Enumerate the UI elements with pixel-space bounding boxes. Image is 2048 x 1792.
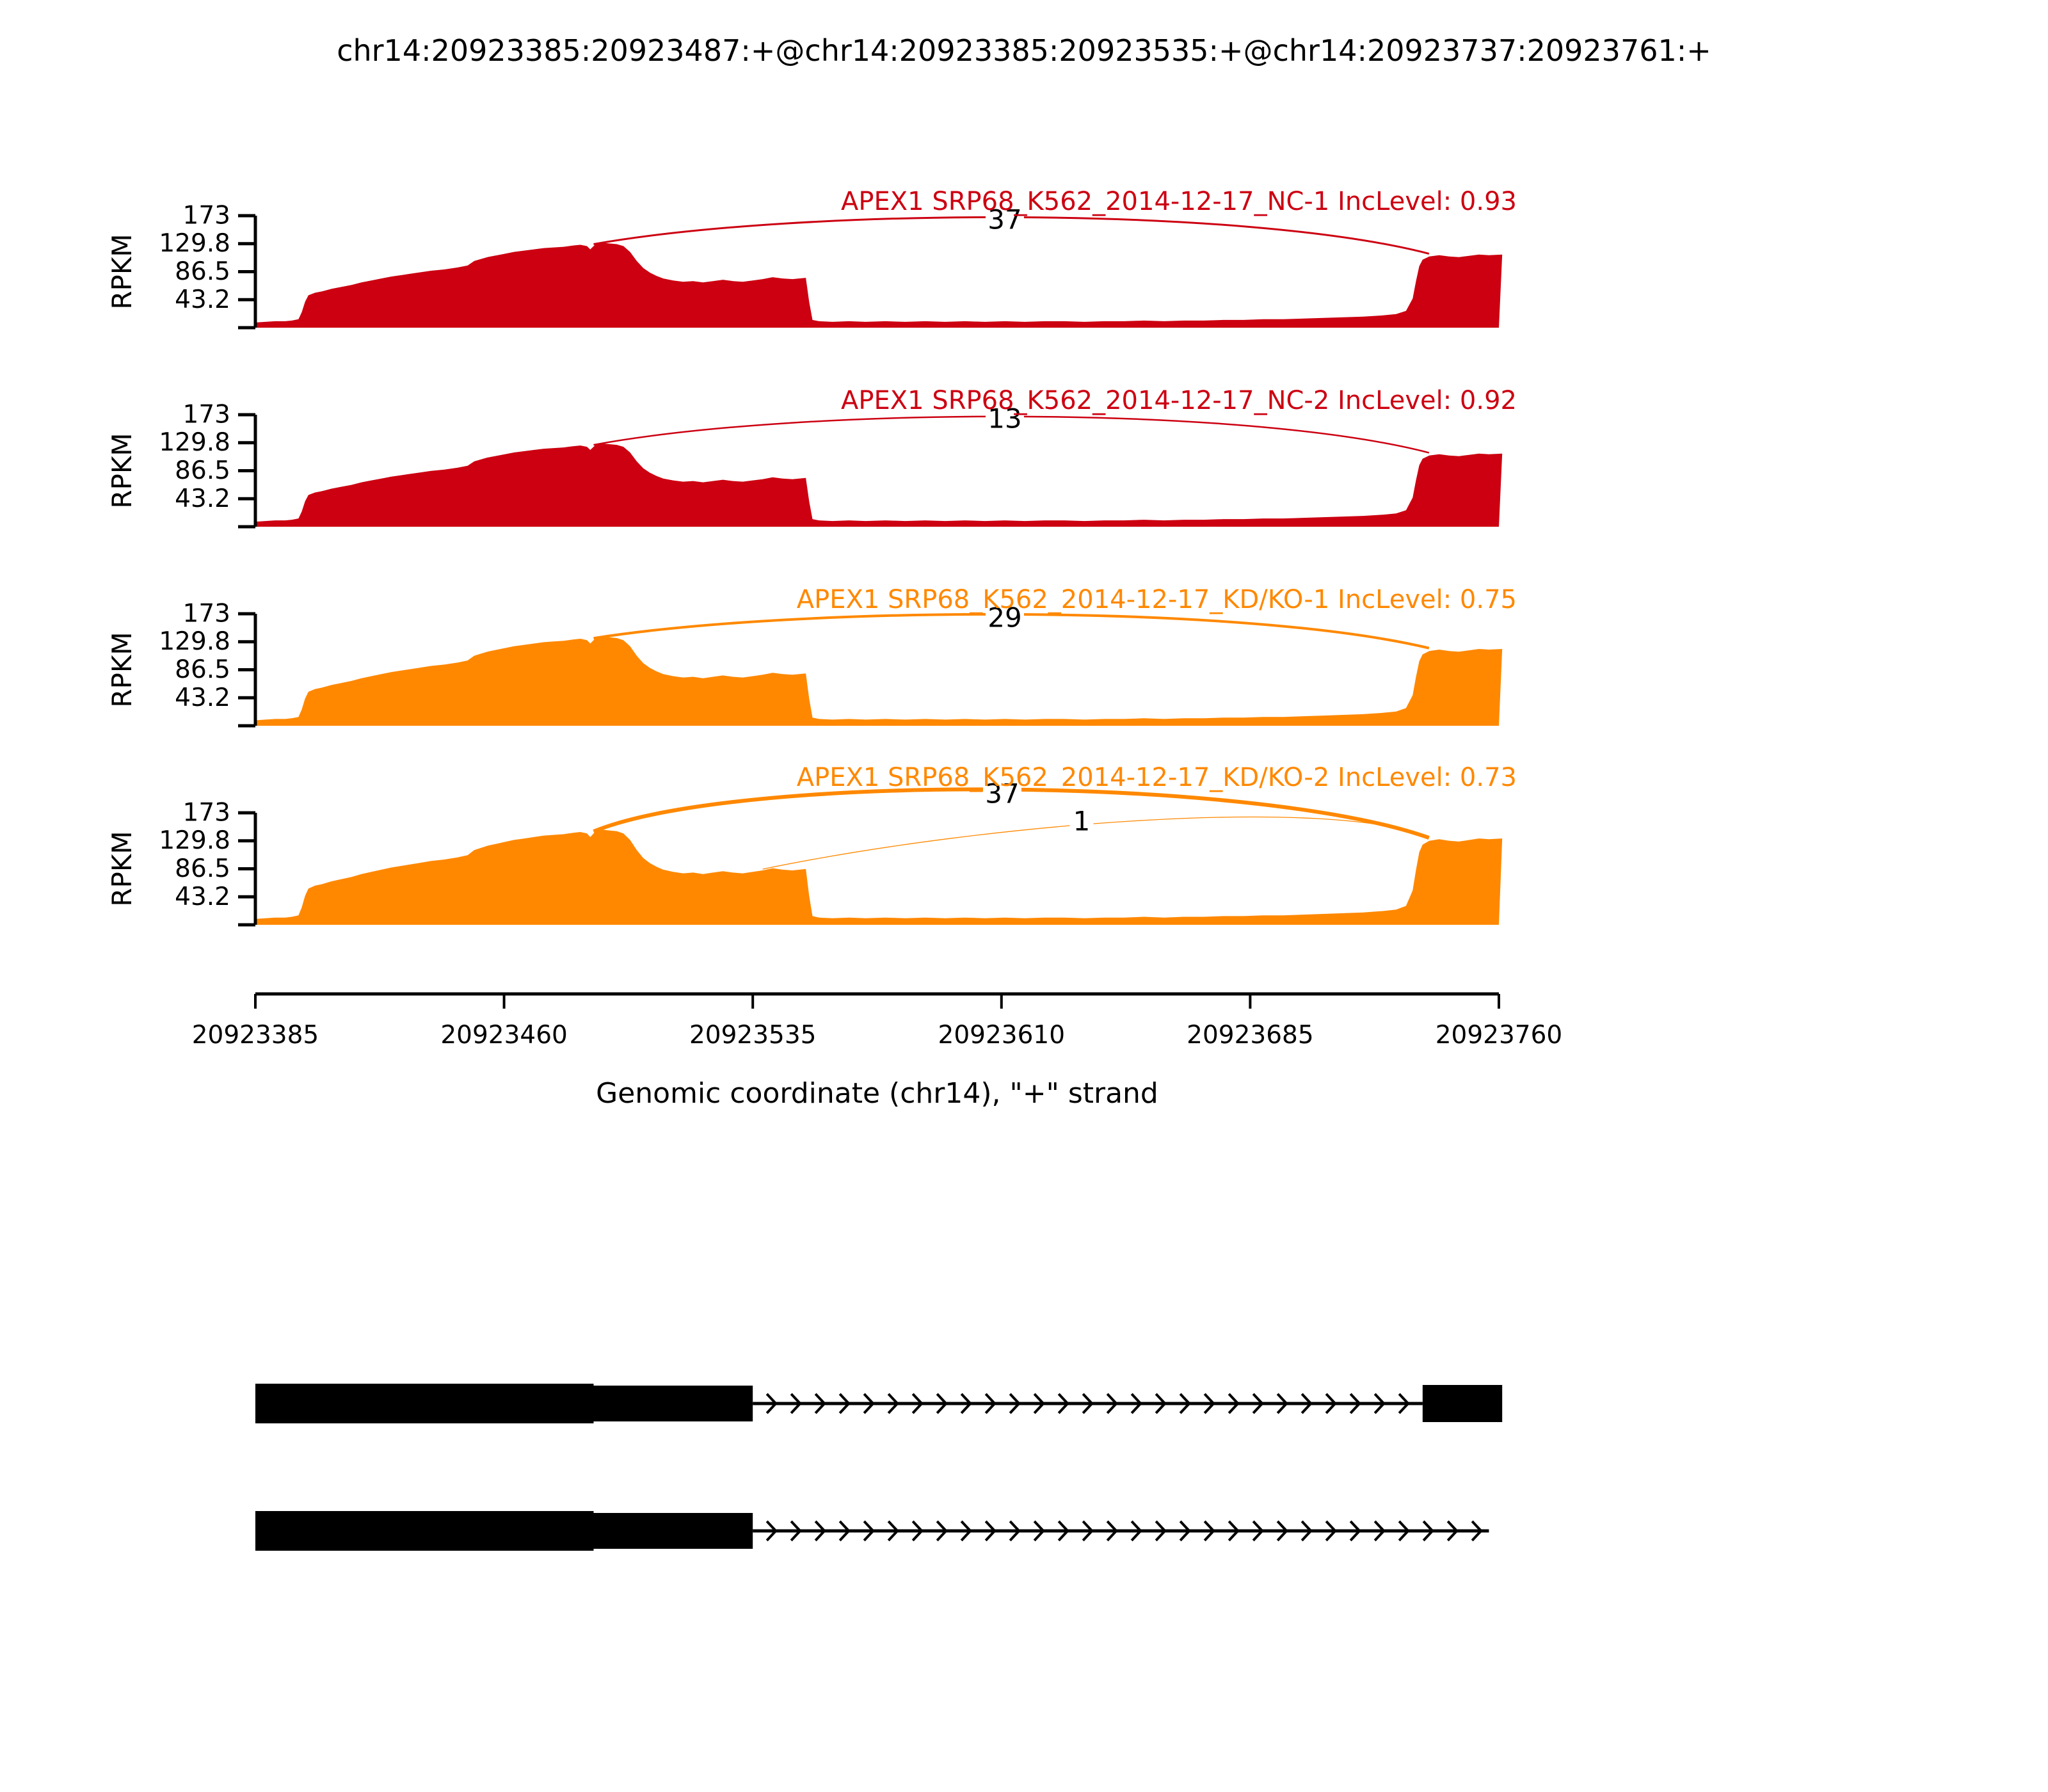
junction-count-bg [986, 604, 1024, 632]
x-axis: 20923385 20923460 20923535 20923610 20923685… [192, 992, 1563, 1110]
coverage-area [255, 636, 1503, 726]
y-tick-label: 43.2 [175, 484, 230, 513]
x-tick-label: 20923610 [938, 1021, 1066, 1050]
y-tick-label: 86.5 [175, 257, 230, 286]
track-title: APEX1 SRP68_K562_2014-12-17_KD/KO-1 IncL… [797, 585, 1517, 614]
isoform-long-exon [255, 1384, 1503, 1423]
track-title: APEX1 SRP68_K562_2014-12-17_KD/KO-2 IncL… [797, 763, 1517, 792]
coverage-area [255, 243, 1503, 328]
coverage-area [255, 444, 1503, 527]
junction-count-label: 13 [988, 403, 1021, 435]
x-tick-label: 20923535 [689, 1021, 817, 1050]
exon-block [1422, 1385, 1503, 1422]
y-tick-label: 43.2 [175, 883, 230, 911]
exon-block [593, 1386, 753, 1421]
intron-chevrons [765, 1393, 1410, 1414]
rpkm-axis-label: RPKM [106, 433, 138, 508]
exon-block [255, 1511, 594, 1551]
y-tick-label: 129.8 [159, 229, 230, 258]
x-tick-label: 20923685 [1187, 1021, 1314, 1050]
junction-count-label: 1 [1073, 806, 1091, 837]
y-tick-label: 86.5 [175, 854, 230, 883]
rpkm-axis-label: RPKM [106, 234, 138, 309]
y-tick-label: 43.2 [175, 285, 230, 314]
junction-count-label: 29 [988, 602, 1021, 634]
x-tick-label: 20923385 [192, 1021, 319, 1050]
intron-chevrons [765, 1520, 1483, 1542]
y-tick-label: 129.8 [159, 627, 230, 656]
exon-block [593, 1513, 753, 1549]
track-title: APEX1 SRP68_K562_2014-12-17_NC-1 IncLeve… [841, 187, 1517, 216]
junction-count-bg [983, 780, 1021, 808]
gene-model [255, 1384, 1503, 1551]
y-tick-label: 129.8 [159, 428, 230, 457]
x-tick-label: 20923460 [440, 1021, 568, 1050]
junction-count-label: 37 [985, 778, 1019, 810]
y-tick-label: 173 [183, 799, 230, 828]
y-tick-label: 173 [183, 600, 230, 628]
x-tick-label: 20923760 [1436, 1021, 1563, 1050]
coverage-area [255, 829, 1503, 925]
rpkm-axis-label: RPKM [106, 632, 138, 707]
isoform-short-exon [255, 1511, 1489, 1551]
y-tick-label: 129.8 [159, 826, 230, 855]
junction-count-bg [986, 404, 1024, 433]
y-tick-label: 86.5 [175, 456, 230, 485]
exon-block [255, 1384, 594, 1423]
junction-count-label: 37 [988, 204, 1021, 236]
figure-title: chr14:20923385:20923487:+@chr14:20923385… [337, 33, 1711, 68]
y-tick-label: 173 [183, 202, 230, 230]
junction-count-bg [986, 205, 1024, 234]
rpkm-axis-label: RPKM [106, 831, 138, 906]
y-tick-label: 43.2 [175, 684, 230, 712]
junction-count-bg [1069, 807, 1094, 835]
x-axis-title: Genomic coordinate (chr14), "+" strand [596, 1077, 1158, 1110]
y-tick-label: 86.5 [175, 655, 230, 684]
track-title: APEX1 SRP68_K562_2014-12-17_NC-2 IncLeve… [841, 386, 1517, 415]
y-tick-label: 173 [183, 401, 230, 429]
junction-arc [762, 816, 1430, 870]
